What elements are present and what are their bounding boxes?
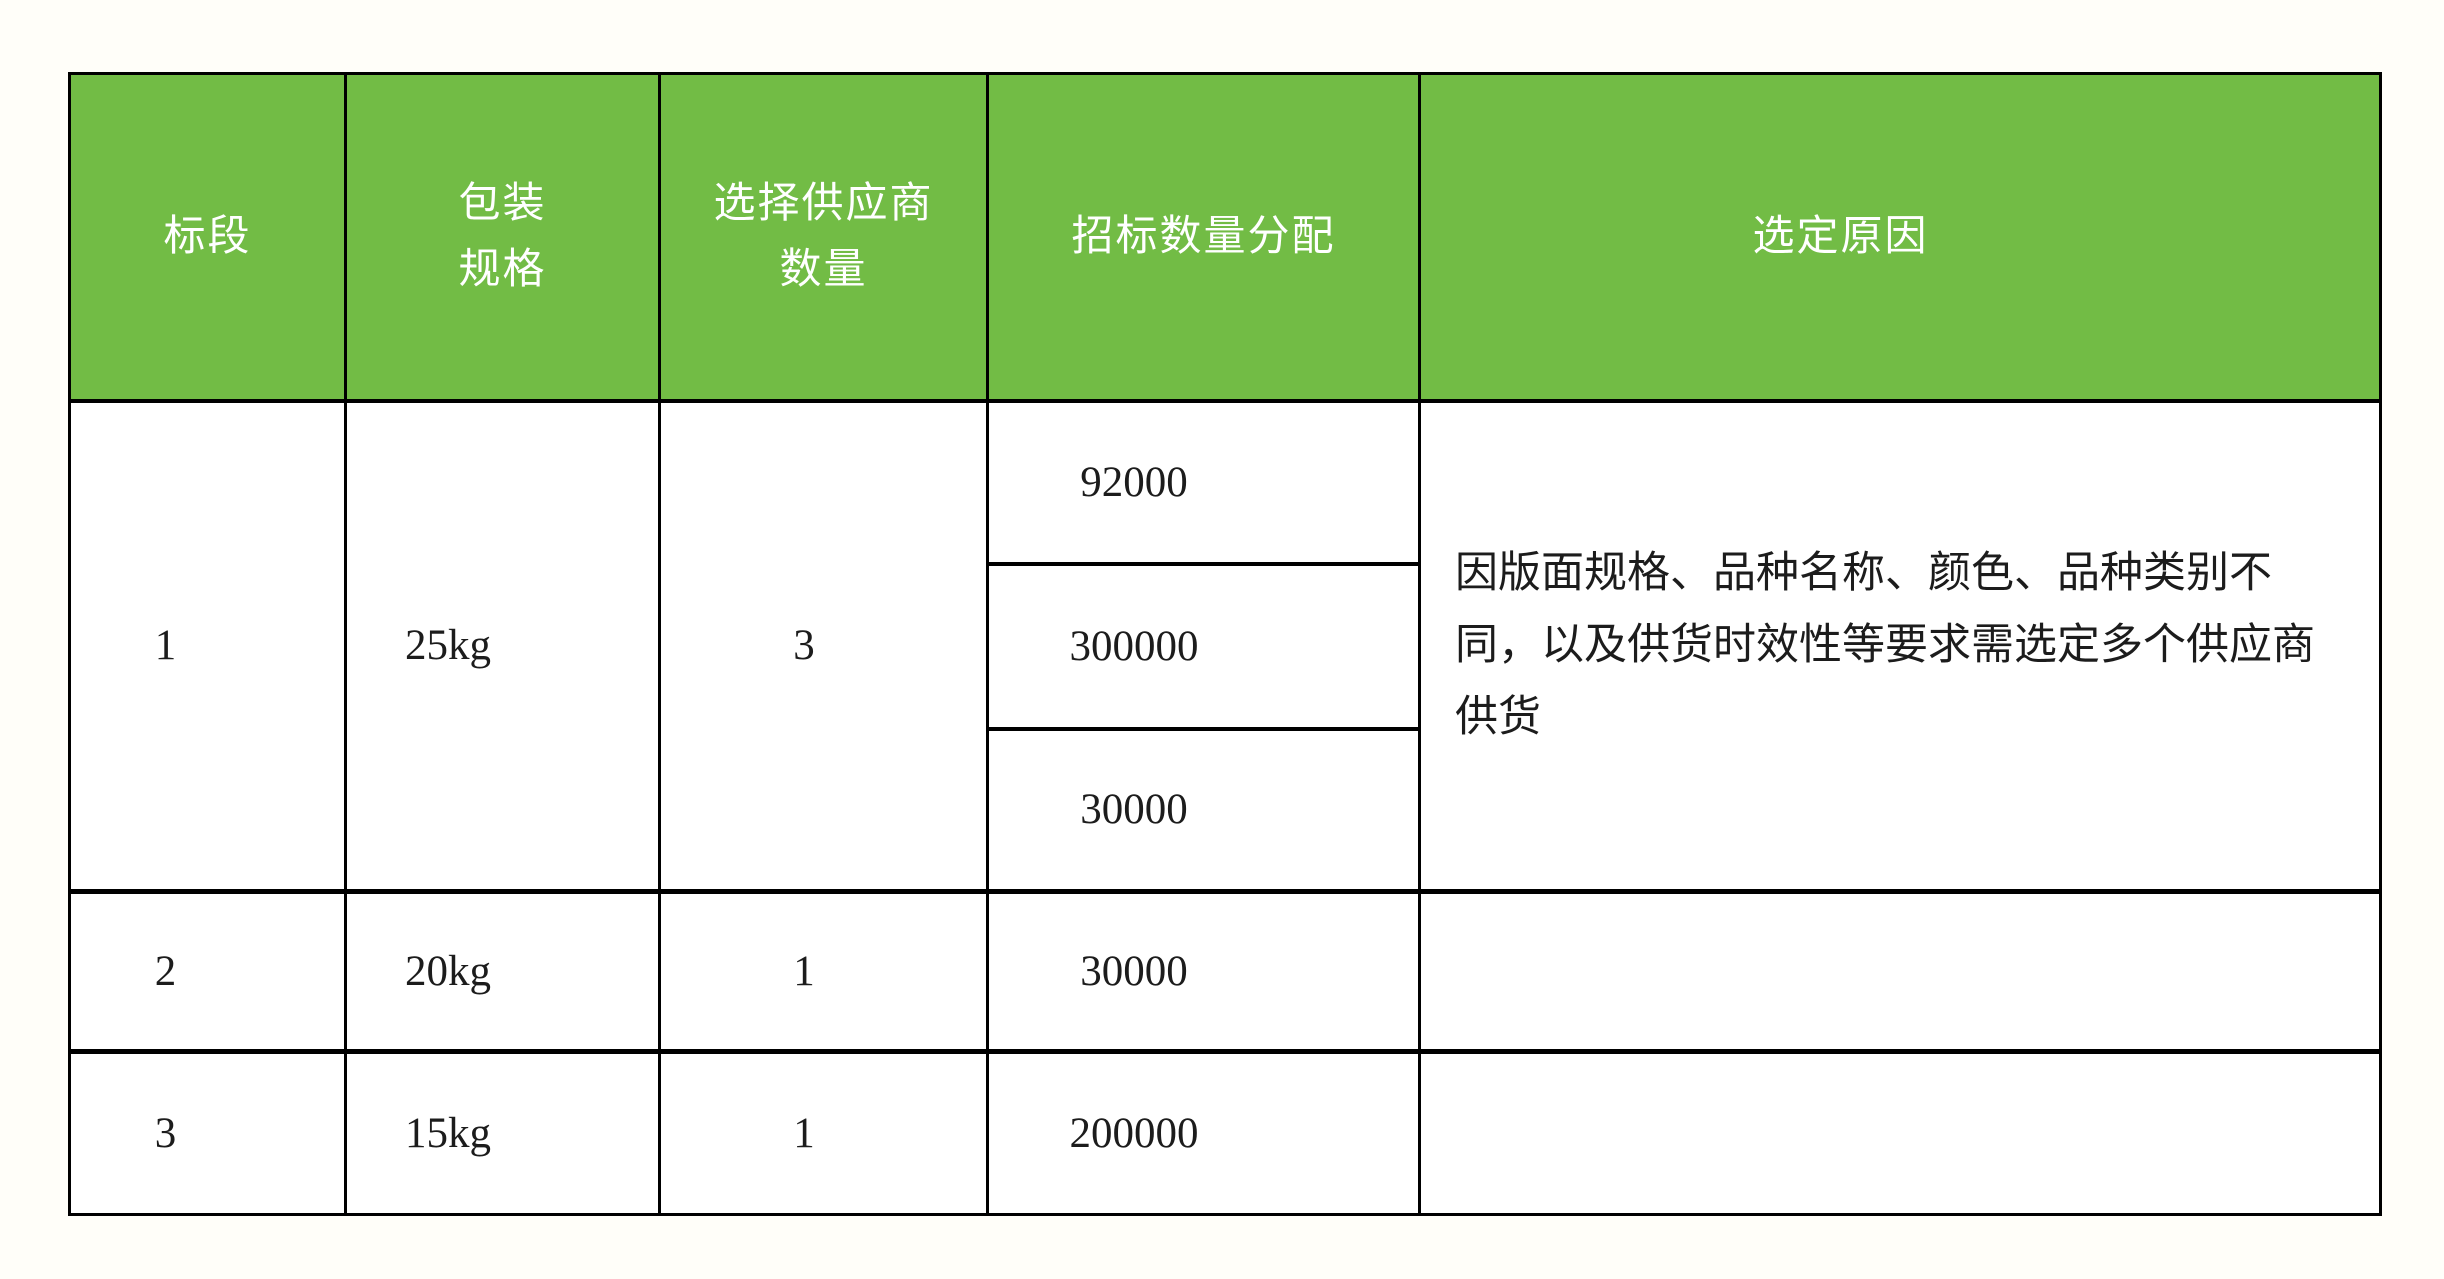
cell-lot1-suppliers: 3 [658, 399, 989, 893]
header-allocation: 招标数量分配 [986, 72, 1421, 403]
cell-lot1-allocation-1: 92000 [986, 399, 1421, 565]
cell-lot2-reason [1418, 889, 2382, 1053]
cell-lot3-suppliers: 1 [658, 1049, 989, 1216]
cell-lot2-section: 2 [68, 889, 347, 1053]
cell-lot2-suppliers: 1 [658, 889, 989, 1053]
header-spec: 包装 规格 [344, 72, 661, 403]
cell-lot1-allocation-3: 30000 [986, 726, 1421, 893]
cell-lot2-allocation: 30000 [986, 889, 1421, 1053]
header-reason: 选定原因 [1418, 72, 2382, 403]
header-section: 标段 [68, 72, 347, 403]
cell-lot3-section: 3 [68, 1049, 347, 1216]
cell-lot3-reason [1418, 1049, 2382, 1216]
table-row-lot2: 2 20kg 1 30000 [68, 889, 2382, 1053]
procurement-allocation-table: 标段 包装 规格 选择供应商 数量 招标数量分配 选定原因 1 25kg 3 9… [68, 72, 2382, 1216]
table-row-lot1-alloc3: 30000 [70, 726, 2381, 893]
header-row: 标段 包装 规格 选择供应商 数量 招标数量分配 选定原因 [68, 72, 2382, 403]
cell-lot3-allocation: 200000 [986, 1049, 1421, 1216]
cell-lot3-spec: 15kg [344, 1049, 661, 1216]
table-row-lot1-alloc1: 1 25kg 3 92000 因版面规格、品种名称、颜色、品种类别不同，以及供货… [68, 399, 2382, 893]
header-suppliers: 选择供应商 数量 [658, 72, 989, 403]
cell-lot1-allocation-2: 300000 [986, 561, 1421, 730]
cell-lot1-reason: 因版面规格、品种名称、颜色、品种类别不同，以及供货时效性等要求需选定多个供应商供… [1418, 399, 2382, 893]
table-row-lot1-alloc2: 300000 [70, 561, 2381, 730]
cell-lot2-spec: 20kg [344, 889, 661, 1053]
cell-lot1-section: 1 [68, 399, 347, 893]
cell-lot1-spec: 25kg [344, 399, 661, 893]
table-row-lot3: 3 15kg 1 200000 [68, 1049, 2382, 1216]
